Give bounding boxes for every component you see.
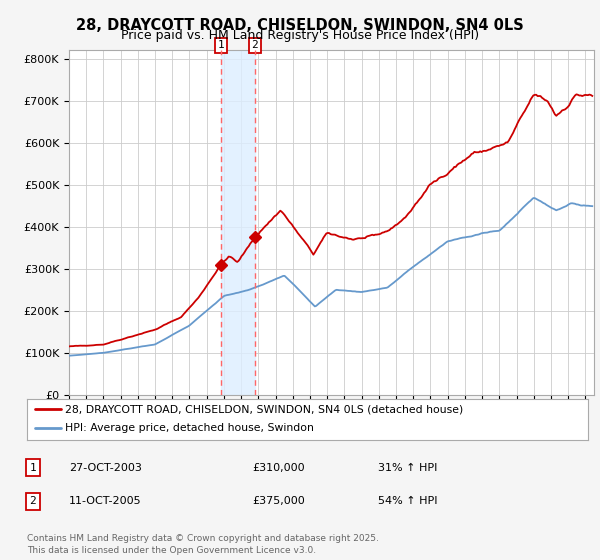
Text: £375,000: £375,000: [252, 496, 305, 506]
Text: Contains HM Land Registry data © Crown copyright and database right 2025.
This d: Contains HM Land Registry data © Crown c…: [27, 534, 379, 555]
Text: 1: 1: [217, 40, 224, 50]
Text: 28, DRAYCOTT ROAD, CHISELDON, SWINDON, SN4 0LS: 28, DRAYCOTT ROAD, CHISELDON, SWINDON, S…: [76, 18, 524, 33]
Bar: [221, 50, 255, 395]
Text: 54% ↑ HPI: 54% ↑ HPI: [378, 496, 437, 506]
Text: 31% ↑ HPI: 31% ↑ HPI: [378, 463, 437, 473]
Text: 28, DRAYCOTT ROAD, CHISELDON, SWINDON, SN4 0LS (detached house): 28, DRAYCOTT ROAD, CHISELDON, SWINDON, S…: [65, 404, 463, 414]
Text: HPI: Average price, detached house, Swindon: HPI: Average price, detached house, Swin…: [65, 423, 314, 433]
Text: 2: 2: [29, 496, 37, 506]
Text: 1: 1: [29, 463, 37, 473]
Text: 2: 2: [251, 40, 258, 50]
Text: 27-OCT-2003: 27-OCT-2003: [69, 463, 142, 473]
Text: £310,000: £310,000: [252, 463, 305, 473]
Text: 11-OCT-2005: 11-OCT-2005: [69, 496, 142, 506]
Text: Price paid vs. HM Land Registry's House Price Index (HPI): Price paid vs. HM Land Registry's House …: [121, 29, 479, 42]
